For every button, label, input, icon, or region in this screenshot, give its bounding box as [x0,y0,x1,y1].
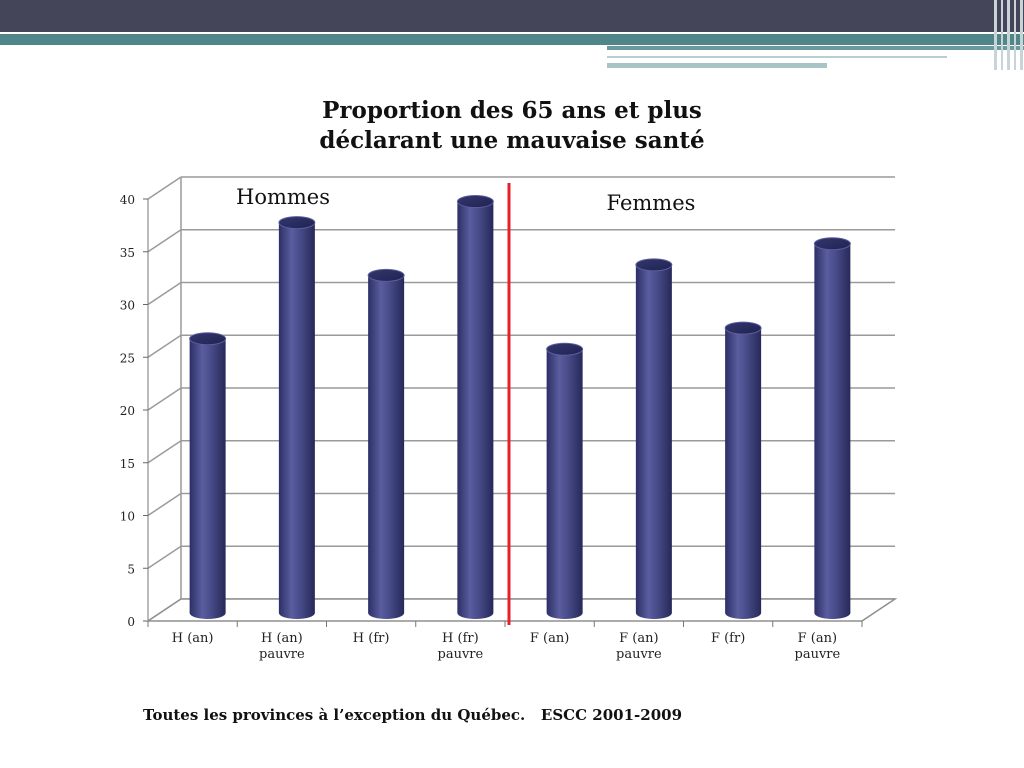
bar-cap [456,195,494,209]
x-tick-label: pauvre [259,647,305,662]
chart-title: Proportion des 65 ans et plus déclarant … [262,96,762,156]
chart-floor [145,598,898,622]
gridline-side [147,229,182,253]
chart-title-line-1: Proportion des 65 ans et plus [322,97,702,124]
x-tick-label: H (an) [261,631,303,646]
group-label-hommes: Hommes [236,185,330,209]
gridline-side [147,492,182,517]
x-tick-label: F (fr) [711,631,745,646]
bar [813,237,851,619]
x-tick-label: pauvre [616,647,662,662]
bar-body [635,264,672,619]
y-tick-label: 0 [127,615,135,629]
bar-cap [813,237,851,251]
bar [724,321,762,619]
x-tick-label: H (fr) [442,631,479,646]
gridline-side [147,334,182,358]
bar [546,342,584,619]
y-tick-label: 15 [120,457,135,471]
y-tick-label: 5 [127,562,135,576]
y-tick-label: 40 [120,193,135,207]
x-tick-label: F (an) [530,631,569,646]
bar-cap [189,332,227,346]
y-tick-label: 20 [120,404,135,418]
bar-body [368,275,405,619]
gridline-side [147,387,182,411]
group-label-femmes: Femmes [607,191,696,215]
bar [456,195,494,620]
slide-corner-stripes [990,0,1024,70]
bar-body [189,338,226,619]
bar-body [546,349,583,619]
gridline-side [147,545,182,569]
bar-cap [635,258,673,272]
gridline-side [147,440,182,464]
gridline-side [147,176,182,200]
slide-accent-band [0,34,1024,45]
y-tick-label: 25 [120,351,135,365]
chart-title-line-2: déclarant une mauvaise santé [319,127,705,154]
slide-header-bar [0,0,1024,32]
slide-accent-line [607,46,1024,50]
y-tick-label: 10 [120,510,135,524]
bar-cap [367,268,405,282]
slide-accent-line [607,56,947,58]
y-tick-label: 35 [120,246,135,260]
bar [635,258,673,619]
x-tick-label: pauvre [795,647,841,662]
bar [278,216,316,619]
x-tick-label: F (an) [798,631,837,646]
bar-cap [724,321,762,335]
bar [189,332,227,619]
bar [367,268,405,619]
x-tick-label: F (an) [619,631,658,646]
bar-body [278,222,315,619]
x-tick-label: pauvre [438,647,484,662]
slide-accent-line [607,63,827,68]
chart-footnote: Toutes les provinces à l’exception du Qu… [143,706,683,724]
bar-body [725,328,762,619]
y-tick-label: 30 [120,299,135,313]
bar-body [814,243,851,619]
bar-cap [278,216,316,230]
bar-cap [546,342,584,356]
x-tick-label: H (an) [172,631,214,646]
x-tick-label: H (fr) [353,631,390,646]
bar-body [457,201,494,620]
gridline-side [147,281,182,306]
